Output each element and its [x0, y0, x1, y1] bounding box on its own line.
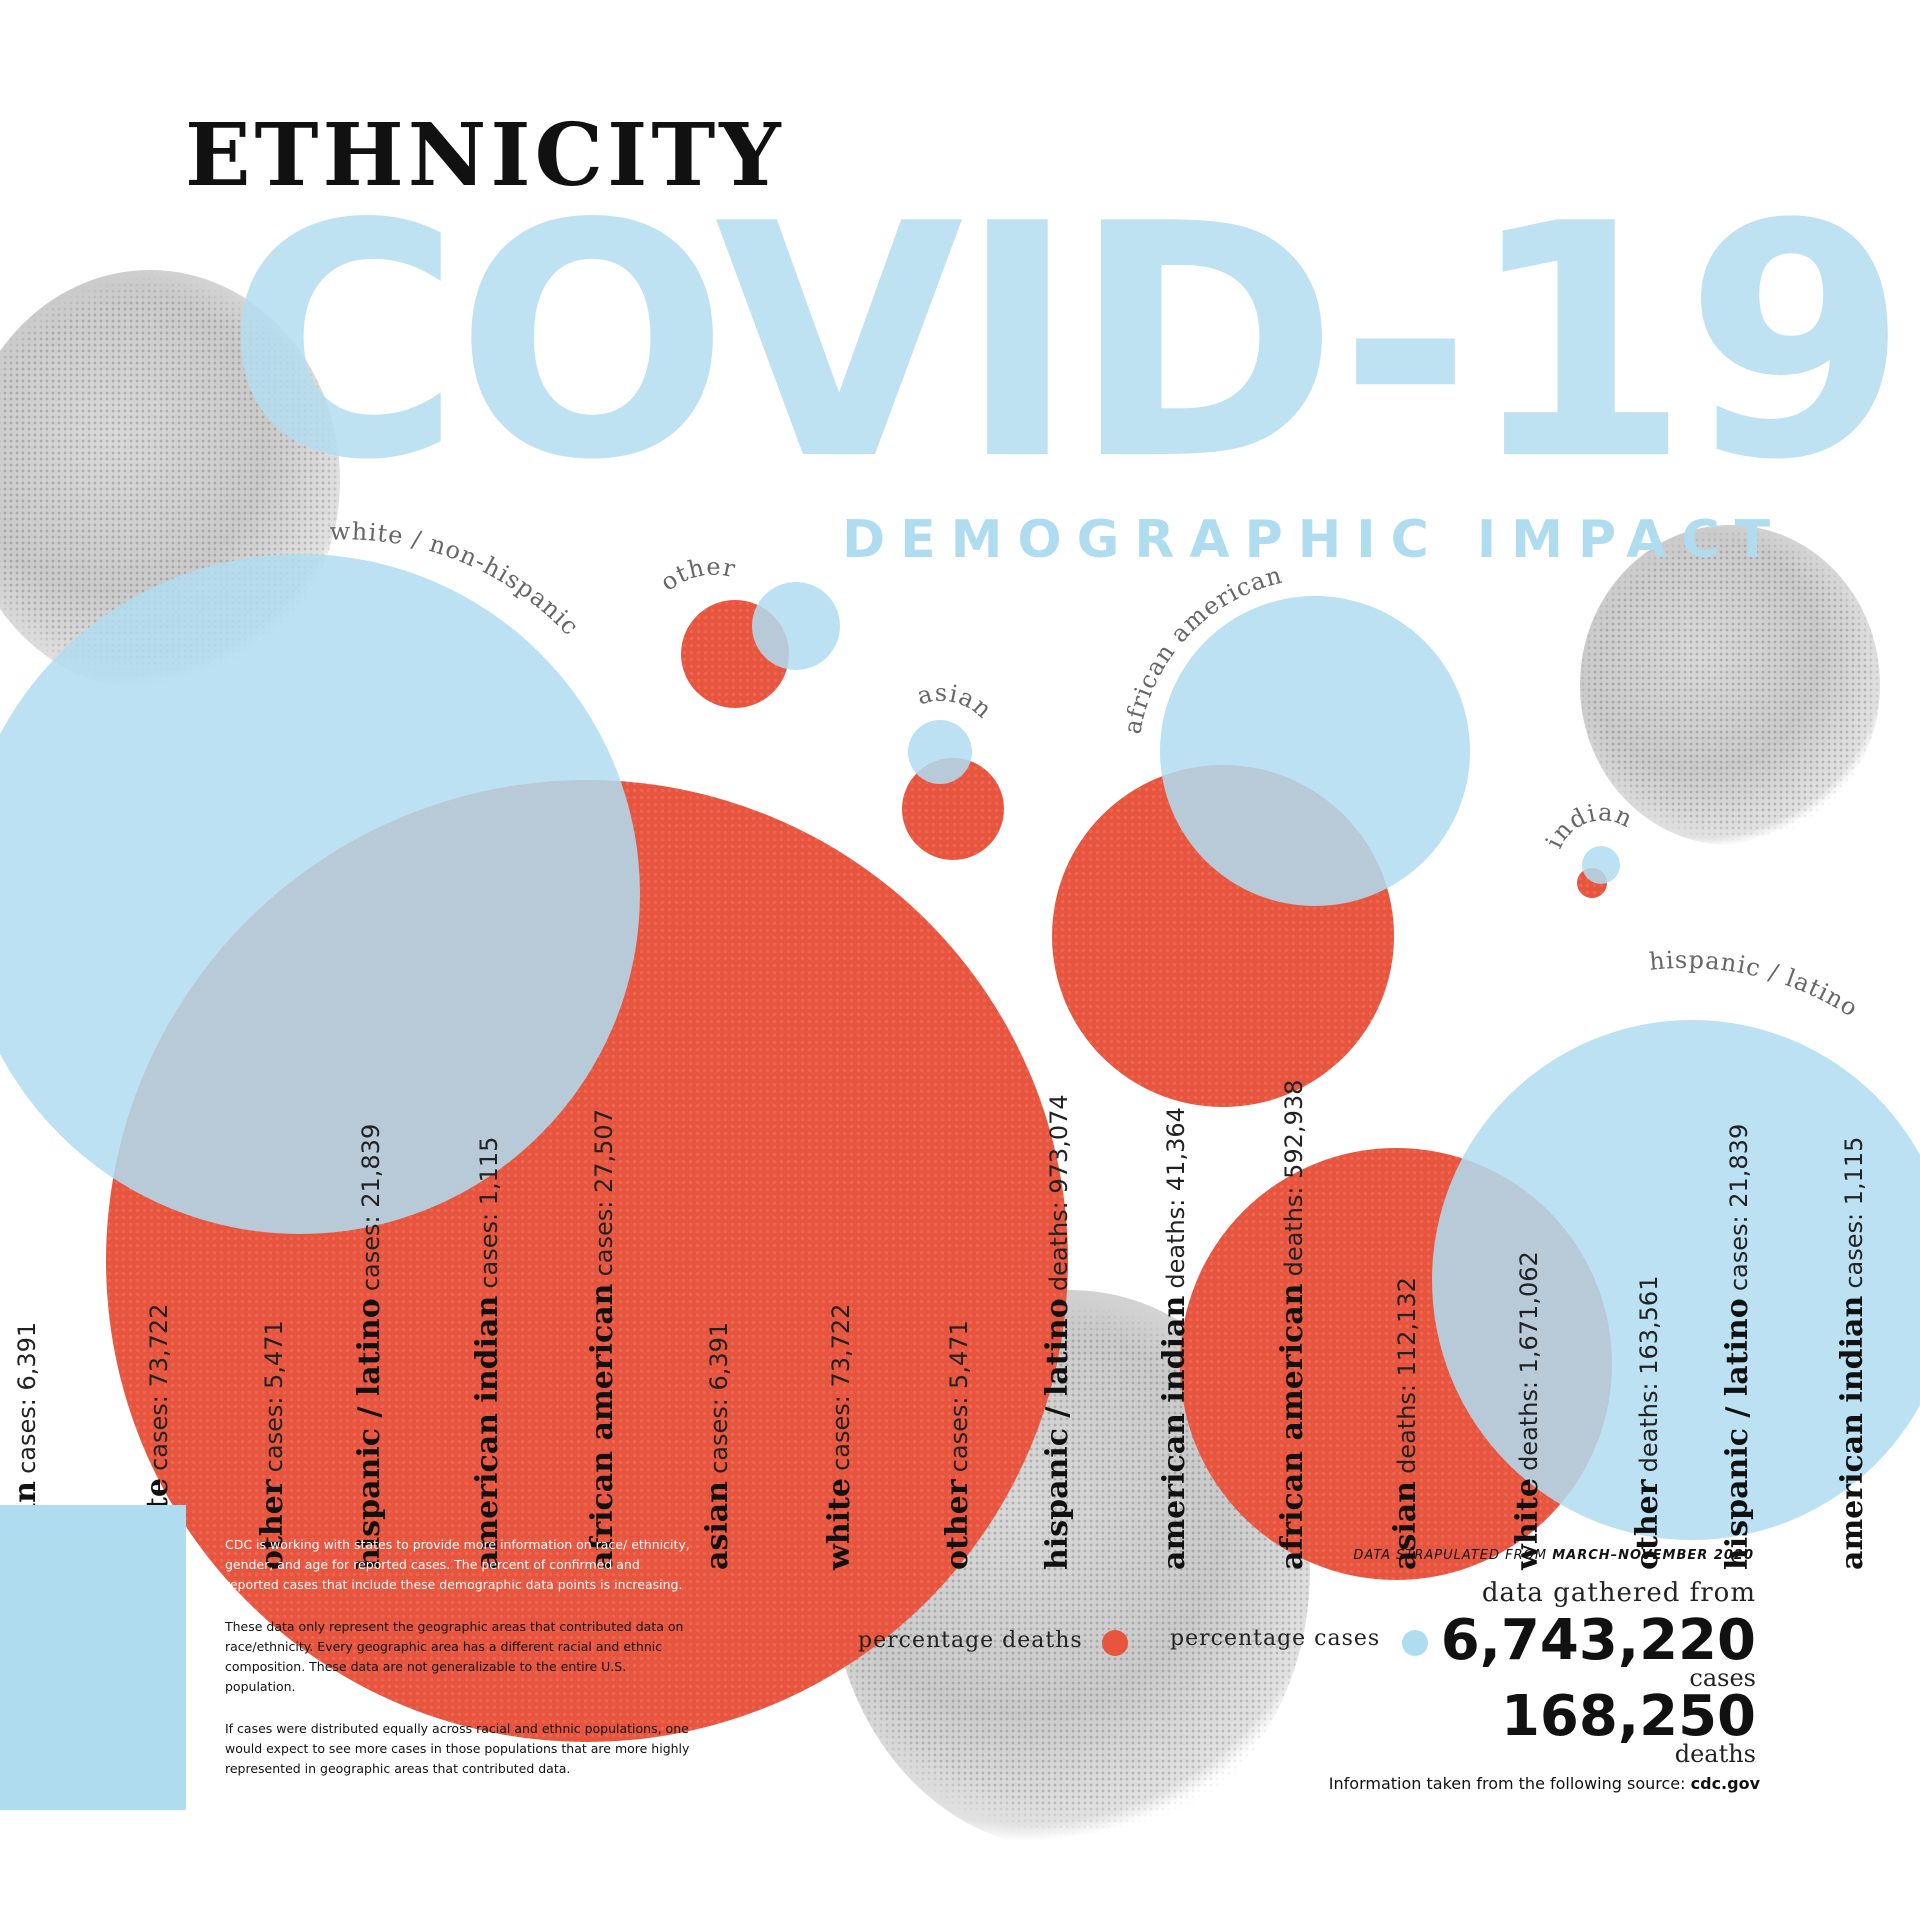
cases-word: cases: [1689, 1664, 1756, 1692]
hispanic-circle-label: hispanic / latino: [1648, 946, 1863, 1023]
column-name: other: [940, 1479, 975, 1570]
cases-column: american indian cases: 1,115: [470, 1137, 510, 1570]
total-cases: 6,743,220: [1440, 1608, 1756, 1673]
column-stat: cases: 21,839: [357, 1123, 385, 1292]
gathered-label: data gathered from: [1481, 1578, 1756, 1608]
column-name: hispanic / latino: [352, 1298, 387, 1570]
column-stat: cases: 5,471: [260, 1320, 288, 1473]
column-stat: deaths: 163,561: [1635, 1275, 1663, 1473]
source-link[interactable]: cdc.gov: [1690, 1774, 1760, 1793]
legend-deaths-dot: [1102, 1630, 1128, 1656]
column-name: hispanic / latino: [1040, 1298, 1075, 1570]
column-stat: cases: 6,391: [705, 1321, 733, 1474]
other-circle-label: other: [655, 553, 738, 597]
date-range-note: DATA STRAPULATED FROM MARCH–NOVEMBER 202…: [1300, 1548, 1754, 1563]
deaths-column: asian deaths: 112,132: [1388, 1277, 1428, 1570]
column-name: asian: [700, 1481, 735, 1570]
column-stat: cases: 21,839: [1725, 1123, 1753, 1292]
deaths-column: american indian cases: 1,115: [1835, 1137, 1875, 1570]
column-stat: cases: 73,722: [145, 1303, 173, 1471]
legend-cases-dot: [1402, 1630, 1428, 1656]
asian-circle-label: asian: [914, 679, 998, 724]
white-cases-circle: [0, 554, 640, 1234]
cases-column: other cases: 5,471: [255, 1320, 295, 1570]
other-cases-circle: [752, 582, 840, 670]
deaths-column: hispanic / latino deaths: 973,074: [1040, 1094, 1080, 1570]
column-stat: deaths: 592,938: [1280, 1079, 1308, 1277]
deaths-column: african american deaths: 592,938: [1275, 1080, 1315, 1570]
indian-circle-label: indian: [1540, 798, 1637, 853]
indian-cases-circle: [1582, 846, 1620, 884]
deaths-column: white deaths: 1,671,062: [1510, 1251, 1550, 1570]
column-name: hispanic / latino: [1720, 1298, 1755, 1570]
column-name: african american: [1275, 1283, 1310, 1571]
deaths-word: deaths: [1674, 1740, 1756, 1768]
column-stat: cases: 73,722: [827, 1303, 855, 1471]
column-stat: deaths: 1,671,062: [1515, 1251, 1543, 1471]
column-stat: cases: 1,115: [475, 1136, 503, 1289]
date-prefix: DATA STRAPULATED FROM: [1353, 1548, 1548, 1563]
column-stat: cases: 5,471: [945, 1320, 973, 1473]
african-american-circle-label: african american: [1118, 561, 1285, 736]
cases-column: white cases: 73,722: [822, 1304, 862, 1570]
deaths-column: other deaths: 163,561: [1630, 1276, 1670, 1570]
covid-title: COVID-19: [225, 155, 1908, 530]
note-paragraph: If cases were distributed equally across…: [225, 1721, 690, 1776]
column-stat: cases: 27,507: [590, 1109, 618, 1277]
source-line: Information taken from the following sou…: [1260, 1774, 1760, 1793]
column-stat: deaths: 41,364: [1162, 1107, 1190, 1289]
hispanic-cases-circle: [1432, 1020, 1920, 1540]
white-circle-label: white / non-hispanic: [329, 517, 584, 641]
column-name: american indian: [1157, 1295, 1192, 1570]
notes-text: CDC is working with states to provide mo…: [225, 1535, 695, 1801]
deaths-column: american indian deaths: 41,364: [1157, 1107, 1197, 1570]
virus-particle-right: [1580, 525, 1880, 845]
deaths-column: hispanic / latino cases: 21,839: [1720, 1124, 1760, 1570]
date-range: MARCH–NOVEMBER 2020: [1552, 1548, 1754, 1563]
cases-column: other cases: 5,471: [940, 1320, 980, 1570]
asian-cases-circle: [908, 720, 972, 784]
column-stat: cases: 6,391: [13, 1321, 41, 1474]
column-name: white: [822, 1478, 857, 1570]
legend-deaths-label: percentage deaths: [858, 1628, 1083, 1653]
column-name: american indian: [470, 1295, 505, 1570]
column-stat: deaths: 112,132: [1393, 1277, 1421, 1474]
column-name: american indian: [1835, 1295, 1870, 1570]
page-title: ETHNICITY: [185, 105, 785, 206]
note-paragraph: CDC is working with states to provide mo…: [225, 1537, 690, 1592]
african-american-cases-circle: [1160, 596, 1470, 906]
legend-cases-label: percentage cases: [1170, 1626, 1381, 1651]
subtitle: DEMOGRAPHIC IMPACT: [842, 510, 1786, 570]
total-deaths: 168,250: [1500, 1684, 1756, 1749]
column-stat: cases: 1,115: [1840, 1136, 1868, 1289]
source-prefix: Information taken from the following sou…: [1328, 1774, 1686, 1793]
accent-block: [0, 1505, 186, 1810]
cases-column: hispanic / latino cases: 21,839: [352, 1124, 392, 1570]
column-name: african american: [585, 1283, 620, 1571]
cases-column: asian cases: 6,391: [700, 1322, 740, 1570]
note-paragraph: These data only represent the geographic…: [225, 1619, 684, 1694]
cases-column: african american cases: 27,507: [585, 1109, 625, 1570]
column-stat: deaths: 973,074: [1045, 1094, 1073, 1292]
